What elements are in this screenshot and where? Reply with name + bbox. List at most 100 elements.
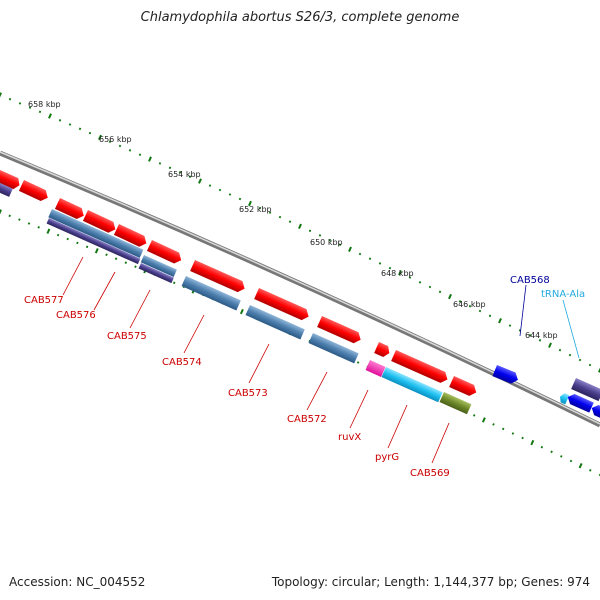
gene-arrow-blue[interactable]	[566, 392, 594, 413]
ruler-minor-tick	[18, 102, 22, 105]
ruler-minor-tick	[78, 127, 82, 131]
cds-bar-purple[interactable]	[138, 263, 174, 284]
cds-bar-steel[interactable]	[48, 209, 144, 258]
ruler-minor-tick	[38, 110, 42, 114]
ruler-minor-tick	[288, 220, 292, 223]
cds-bar-steel[interactable]	[181, 276, 241, 311]
ruler-major-tick	[98, 134, 102, 141]
cds-bar-purple[interactable]	[46, 218, 141, 265]
gene-arrow-red[interactable]	[113, 224, 149, 249]
gene-arrow-blue[interactable]	[492, 365, 521, 385]
ruler-label: 658 kbp	[28, 100, 61, 109]
ruler-minor-tick	[408, 276, 412, 279]
ruler-label: 644 kbp	[525, 331, 558, 340]
gene-arrow-red[interactable]	[0, 170, 22, 191]
ruler-minor-tick	[66, 237, 69, 241]
ruler-minor-tick	[492, 423, 495, 426]
ruler-minor-tick	[8, 214, 11, 218]
ruler-minor-tick	[478, 309, 482, 313]
cds-bar-purple[interactable]	[0, 183, 13, 197]
ruler-minor-tick	[458, 300, 462, 303]
gene-arrow-blue[interactable]	[590, 403, 600, 418]
ruler-minor-tick	[488, 314, 492, 318]
ruler-minor-tick	[56, 233, 60, 237]
gene-arrow-red[interactable]	[54, 198, 86, 221]
ruler-minor-tick	[76, 241, 79, 245]
ruler-minor-tick	[58, 119, 62, 122]
ruler-major-tick	[248, 200, 252, 207]
ruler-major-tick	[0, 209, 2, 215]
gene-label: CAB573	[228, 388, 268, 399]
ruler-minor-tick	[550, 450, 553, 454]
leader-line	[519, 284, 527, 337]
gene-label: CAB572	[287, 414, 327, 425]
gene-arrow-red[interactable]	[190, 260, 247, 294]
ruler-major-tick	[498, 318, 502, 324]
ruler-minor-tick	[27, 222, 31, 225]
leader-line	[562, 299, 580, 359]
gene-label: CAB577	[24, 295, 64, 306]
gene-label: CAB569	[410, 468, 450, 479]
gene-label: CAB568	[510, 275, 550, 286]
ruler-minor-tick	[68, 123, 72, 126]
ruler-minor-tick	[218, 188, 222, 192]
gene-arrow-red[interactable]	[374, 342, 392, 359]
ruler-major-tick	[48, 113, 52, 119]
ruler-ticks-inner	[0, 209, 600, 477]
genome-backbone-highlight	[0, 151, 600, 425]
ruler-minor-tick	[569, 459, 573, 463]
gene-arrow-red[interactable]	[391, 350, 450, 385]
leader-line	[306, 371, 328, 411]
ruler-minor-tick	[158, 162, 162, 165]
cds-bar-steel[interactable]	[140, 255, 177, 277]
ruler-minor-tick	[37, 226, 40, 229]
ruler-minor-tick	[356, 361, 360, 364]
cds-bar-steel[interactable]	[245, 305, 305, 340]
leader-line	[349, 389, 369, 429]
ruler-major-tick	[94, 248, 99, 254]
ruler-minor-tick	[521, 436, 524, 440]
ruler-minor-tick	[208, 184, 212, 187]
gene-label: CAB576	[56, 310, 96, 321]
gene-arrow-red[interactable]	[449, 376, 479, 398]
ruler-label: 648 kbp	[381, 269, 414, 278]
cds-bar-pink[interactable]	[365, 360, 386, 377]
ruler-label: 650 kbp	[310, 238, 343, 247]
cds-bar-steel[interactable]	[308, 333, 359, 364]
ruler-minor-tick	[578, 358, 582, 362]
leader-line	[431, 422, 450, 464]
ruler-major-tick	[348, 246, 352, 252]
genome-summary-text: Topology: circular; Length: 1,144,377 bp…	[271, 575, 590, 589]
cds-bar-olive[interactable]	[439, 392, 472, 415]
leader-line	[93, 271, 116, 311]
ruler-minor-tick	[511, 432, 515, 435]
gene-arrow-red[interactable]	[82, 210, 118, 235]
gene-arrow-red[interactable]	[317, 316, 363, 345]
ruler-major-tick	[0, 92, 2, 98]
leader-line	[248, 343, 270, 384]
ruler-major-tick	[298, 223, 302, 229]
label-leader-lines	[62, 256, 580, 464]
ruler-major-tick	[578, 463, 583, 469]
forward-strand-genes	[0, 170, 600, 402]
leader-line	[129, 289, 151, 329]
trna-arrow[interactable]	[558, 392, 570, 405]
ruler-label: 654 kbp	[168, 170, 201, 179]
gene-arrow-purple[interactable]	[571, 378, 600, 402]
ruler-minor-tick	[128, 149, 132, 152]
ruler-major-tick	[530, 439, 535, 446]
ruler-minor-tick	[558, 348, 562, 352]
ruler-minor-tick	[172, 281, 176, 285]
gene-label: CAB575	[107, 331, 147, 342]
ruler-minor-tick	[560, 455, 563, 458]
gene-label: CAB574	[162, 357, 202, 368]
cds-bar-cyan[interactable]	[381, 367, 443, 403]
ruler-major-tick	[598, 367, 600, 373]
ruler-minor-tick	[472, 414, 476, 417]
ruler-minor-tick	[358, 252, 362, 256]
gene-arrow-red[interactable]	[18, 180, 50, 203]
ruler-minor-tick	[178, 171, 182, 174]
gene-arrow-red[interactable]	[146, 240, 184, 266]
ruler-minor-tick	[388, 266, 392, 270]
gene-arrow-red[interactable]	[254, 288, 311, 322]
